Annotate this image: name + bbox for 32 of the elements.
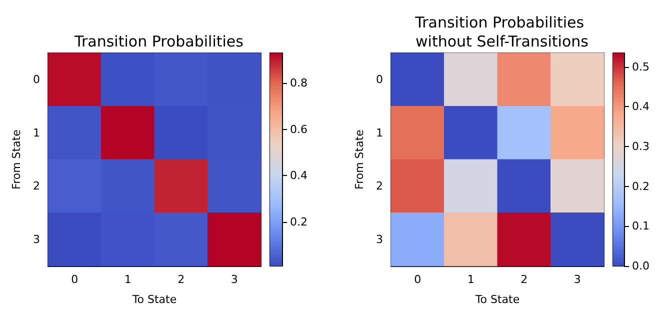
y-tick-label: 2 (376, 180, 383, 193)
color-bar-label: 0.5 (632, 60, 650, 74)
x-tick-label: 3 (230, 273, 238, 286)
color-bar-label: 0.4 (632, 100, 650, 114)
y-tick-label: 0 (376, 73, 383, 86)
y-axis-title: From State (10, 129, 24, 190)
chart-title: Transition Probabilities (74, 32, 244, 50)
y-tick-label: 2 (33, 180, 40, 193)
x-axis-title: To State (131, 293, 177, 306)
color-bar-label: 0.2 (632, 180, 650, 193)
color-bar-label: 0.8 (290, 76, 308, 90)
color-bar-label: 0.2 (290, 216, 308, 229)
x-tick-label: 1 (467, 273, 474, 286)
y-tick-label: 3 (33, 232, 40, 246)
color-bar-label: 0.4 (290, 169, 308, 182)
color-bar-label: 0.0 (632, 260, 650, 272)
x-tick-label: 3 (574, 273, 581, 286)
x-tick-label: 2 (178, 273, 185, 286)
x-tick-label: 0 (414, 273, 422, 286)
y-tick-label: 1 (376, 126, 383, 140)
x-tick-label: 2 (520, 273, 528, 286)
y-axis-title: From State (353, 129, 366, 190)
y-tick-label: 0 (33, 73, 40, 86)
color-bar-label: 0.1 (632, 220, 650, 233)
x-tick-label: 1 (124, 273, 132, 286)
x-axis-title: To State (474, 293, 520, 306)
y-tick-label: 1 (33, 126, 40, 140)
y-tick-label: 3 (376, 232, 383, 246)
x-tick-label: 0 (71, 273, 78, 286)
color-bar-label: 0.3 (632, 140, 650, 154)
color-bar-label: 0.6 (290, 122, 308, 136)
chart-title: Transition Probabilities without Self-Transitions (414, 14, 589, 50)
